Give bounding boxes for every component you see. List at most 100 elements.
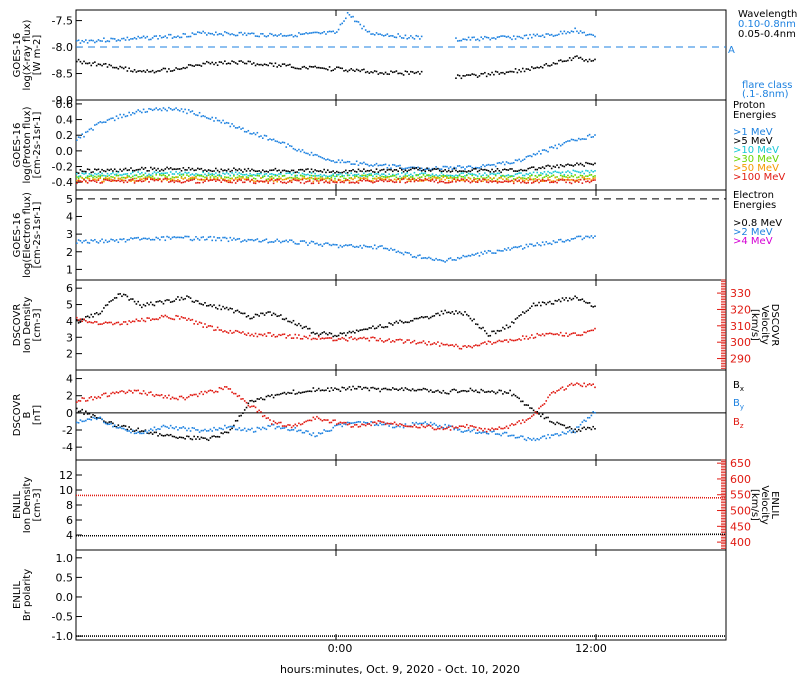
series-point (570, 431, 573, 434)
series-point (245, 315, 248, 318)
goes-xray-ylabel: GOES-16log(X-ray flux)[W m-2] (12, 19, 43, 90)
series-point (150, 431, 152, 434)
series-point (233, 175, 235, 177)
series-point (314, 242, 316, 245)
series-point (141, 166, 143, 169)
series-point (303, 326, 306, 328)
series-point (236, 34, 239, 37)
series-point (162, 169, 165, 172)
series-point (283, 178, 286, 181)
series-point (195, 169, 197, 171)
series-point (552, 303, 555, 305)
series-point (187, 166, 190, 169)
series-point (245, 334, 248, 336)
series-point (498, 249, 501, 252)
series-point (193, 301, 195, 303)
series-point (558, 143, 560, 146)
series-point (397, 165, 399, 167)
series-point (305, 177, 307, 180)
series-point (480, 432, 483, 434)
series-point (148, 173, 150, 176)
series-point (390, 175, 392, 178)
series-point (399, 423, 401, 425)
series-point (567, 385, 569, 387)
series-point (354, 177, 356, 179)
series-point (558, 59, 560, 62)
series-point (574, 332, 576, 334)
dscovr-mag-frame (75, 369, 727, 461)
series-point (345, 161, 347, 164)
series-point (117, 171, 120, 174)
series-point (549, 436, 551, 439)
series-point (112, 425, 114, 428)
series-point (586, 383, 589, 386)
series-point (281, 175, 284, 177)
series-point (86, 177, 89, 180)
series-point (312, 432, 315, 434)
series-point (408, 425, 410, 428)
series-point (547, 301, 549, 304)
series-point (408, 339, 410, 341)
series-point (449, 166, 452, 168)
series-point (397, 72, 399, 75)
series-point (514, 159, 517, 161)
series-point (543, 176, 546, 178)
series-point (196, 64, 199, 66)
series-point (379, 324, 381, 326)
series-point (200, 167, 203, 170)
series-point (77, 239, 80, 241)
series-point (128, 430, 130, 432)
series-point (534, 180, 537, 183)
series-point (415, 342, 418, 345)
series-point (126, 169, 129, 172)
series-point (323, 30, 325, 33)
series-point (224, 60, 226, 63)
series-point (126, 115, 129, 117)
series-point (345, 69, 347, 72)
series-point (112, 391, 114, 394)
series-point (115, 115, 118, 117)
series-point (124, 425, 127, 427)
series-point (384, 71, 387, 74)
series-point (451, 180, 454, 183)
enlil-polarity-frame (75, 549, 727, 641)
series-point (594, 170, 596, 172)
series-point (511, 247, 513, 250)
series-point (500, 175, 502, 178)
series-point (227, 332, 230, 334)
series-point (549, 420, 551, 423)
series-point (229, 181, 232, 184)
series-point (227, 388, 230, 390)
series-point (184, 437, 186, 440)
series-point (529, 307, 531, 310)
series-point (233, 61, 235, 63)
series-point (565, 297, 567, 299)
series-point (502, 427, 504, 430)
series-point (236, 428, 239, 431)
series-point (466, 171, 468, 173)
series-point (187, 395, 190, 398)
series-point (153, 108, 156, 111)
series-point (339, 172, 342, 175)
series-point (357, 69, 360, 72)
series-point (182, 32, 185, 35)
series-point (346, 421, 349, 424)
series-point (592, 306, 594, 308)
series-point (204, 178, 206, 181)
series-point (343, 70, 345, 72)
series-point (215, 117, 217, 119)
series-point (177, 176, 179, 178)
series-point (384, 247, 387, 250)
series-point (135, 389, 138, 392)
series-point (283, 427, 286, 429)
series-point (541, 172, 544, 175)
series-point (523, 70, 526, 73)
series-point (388, 180, 390, 183)
series-point (285, 170, 288, 172)
series-point (128, 238, 130, 241)
series-point (496, 249, 499, 252)
series-point (316, 242, 318, 245)
series-point (287, 334, 289, 337)
series-point (485, 164, 488, 167)
series-point (505, 161, 508, 163)
